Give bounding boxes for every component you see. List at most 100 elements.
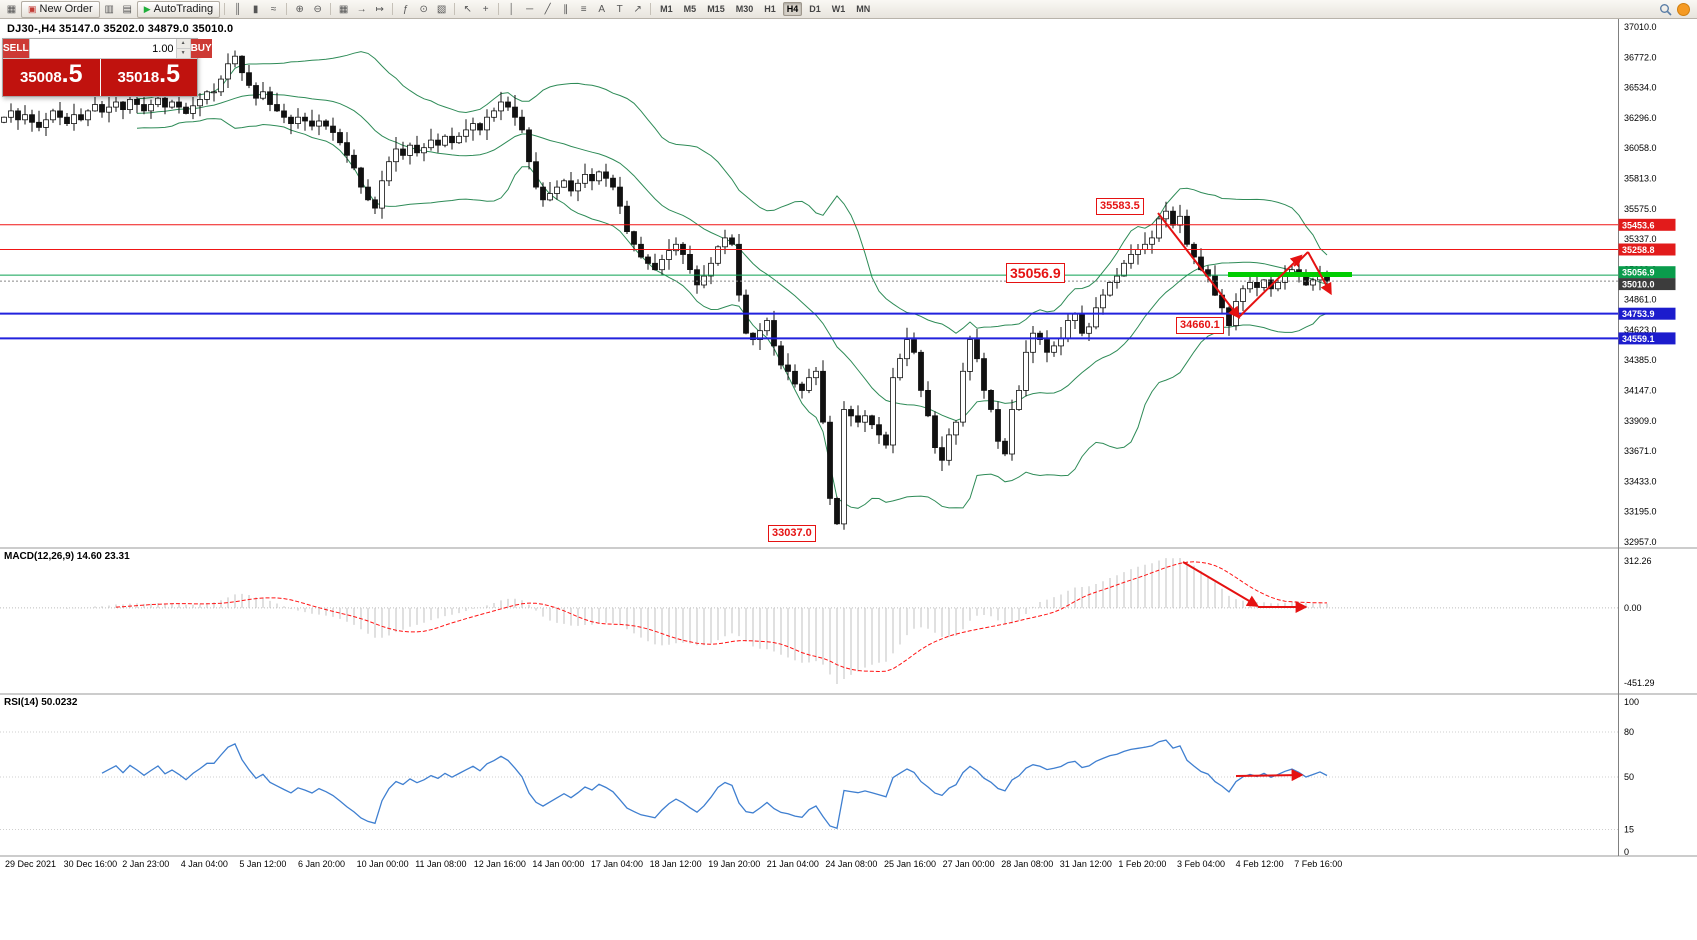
svg-text:6 Jan 20:00: 6 Jan 20:00 [298,859,345,869]
indicators-icon[interactable]: ƒ [402,3,409,15]
buy-price-button[interactable]: 35018.5 [100,59,197,96]
zoom-in-icon[interactable]: ⊕ [295,3,304,15]
timeframe-w1[interactable]: W1 [831,4,846,14]
search-icon[interactable] [1659,3,1672,16]
price-annotation[interactable]: 34660.1 [1176,317,1224,334]
svg-text:35258.8: 35258.8 [1622,245,1655,255]
sell-button[interactable]: SELL [3,39,29,58]
new-order-button[interactable]: ▣ New Order [21,0,100,18]
volume-box: ▲ ▼ [28,39,191,58]
trend-arrows[interactable] [1157,212,1332,782]
fibonacci-icon[interactable]: ≡ [580,3,587,15]
timeframe-m1[interactable]: M1 [660,4,673,14]
sell-price-button[interactable]: 35008.5 [3,59,100,96]
vertical-line-icon[interactable]: │ [508,3,515,15]
profiles-icon[interactable]: ▤ [122,3,132,15]
timeframe-m5[interactable]: M5 [683,4,697,14]
svg-text:35575.0: 35575.0 [1624,204,1657,214]
cursor-icon[interactable]: ↖ [463,3,472,15]
svg-text:0: 0 [1624,847,1629,857]
svg-text:21 Jan 04:00: 21 Jan 04:00 [767,859,819,869]
macd-histogram [59,558,1328,684]
chart-window-icon[interactable]: ▥ [104,3,114,15]
svg-text:30 Dec 16:00: 30 Dec 16:00 [64,859,118,869]
svg-text:34861.0: 34861.0 [1624,295,1657,305]
timeframe-d1[interactable]: D1 [809,4,821,14]
svg-text:33195.0: 33195.0 [1624,507,1657,517]
tile-windows-icon[interactable]: ▦ [338,3,349,15]
price-annotation[interactable]: 35583.5 [1096,198,1144,215]
toolbar-items: ▦ ▣ New Order ▥ ▤ ▶ AutoTrading ║ ▮ ≈ ⊕ ⊖ ▦ → ↦ ƒ ⊙ ▧ ↖ + │ ─… [3,0,875,18]
horizontal-level-lines[interactable] [0,224,1618,340]
timeframe-h4[interactable]: H4 [782,2,803,16]
text-icon[interactable]: A [598,3,605,15]
svg-text:27 Jan 00:00: 27 Jan 00:00 [943,859,995,869]
autotrading-button[interactable]: ▶ AutoTrading [136,0,221,18]
one-click-trading-panel: SELL ▲ ▼ BUY 35008.5 35018.5 [2,38,212,97]
svg-text:50: 50 [1624,772,1634,782]
channel-icon[interactable]: ∥ [563,3,569,15]
periods-icon[interactable]: ⊙ [419,3,428,15]
svg-text:33671.0: 33671.0 [1624,446,1657,456]
timeframe-h1[interactable]: H1 [764,4,776,14]
volume-down-icon[interactable]: ▼ [176,49,190,58]
line-chart-icon[interactable]: ≈ [270,3,277,15]
svg-text:36058.0: 36058.0 [1624,143,1657,153]
svg-text:35337.0: 35337.0 [1624,234,1657,244]
candlesticks[interactable] [1,50,1330,530]
arrows-icon[interactable]: ↗ [633,3,642,15]
macd-signal-line [115,561,1328,673]
crosshair-icon[interactable]: + [482,3,489,15]
macd-label: MACD(12,26,9) 14.60 23.31 [4,551,130,562]
account-icon[interactable] [1677,2,1690,16]
toolbar-separator [330,3,332,15]
sell-price-big: .5 [61,60,83,88]
buy-button[interactable]: BUY [190,39,212,58]
price-axis[interactable]: 37010.0 36772.0 36534.0 36296.0 36058.0 35813… [1618,22,1676,547]
toolbar-right [1659,2,1694,16]
zoom-out-icon[interactable]: ⊖ [313,3,322,15]
svg-text:34559.1: 34559.1 [1622,334,1655,344]
trade-panel-prices: 35008.5 35018.5 [3,59,197,96]
volume-stepper[interactable]: ▲ ▼ [175,39,190,58]
svg-text:18 Jan 12:00: 18 Jan 12:00 [650,859,702,869]
svg-text:5 Jan 12:00: 5 Jan 12:00 [239,859,286,869]
toolbar-separator [224,3,226,15]
time-axis[interactable]: 29 Dec 2021 30 Dec 16:00 2 Jan 23:00 4 Jan … [5,859,1342,869]
timeframe-m30[interactable]: M30 [735,4,754,14]
label-icon[interactable]: T [616,3,623,15]
svg-text:35813.0: 35813.0 [1624,174,1657,184]
volume-up-icon[interactable]: ▲ [176,39,190,49]
svg-text:-451.29: -451.29 [1624,678,1655,688]
templates-icon[interactable]: ▧ [436,3,447,15]
svg-text:33909.0: 33909.0 [1624,416,1657,426]
candlestick-chart-icon[interactable]: ▮ [252,3,259,15]
svg-text:11 Jan 08:00: 11 Jan 08:00 [415,859,466,869]
svg-text:28 Jan 08:00: 28 Jan 08:00 [1001,859,1053,869]
svg-text:34753.9: 34753.9 [1622,309,1655,319]
auto-scroll-icon[interactable]: → [356,3,367,15]
price-annotation[interactable]: 35056.9 [1006,263,1065,283]
svg-text:31 Jan 12:00: 31 Jan 12:00 [1060,859,1112,869]
volume-input[interactable] [29,39,176,58]
toolbar-separator [498,3,500,15]
svg-text:80: 80 [1624,727,1634,737]
chart-shift-icon[interactable]: ↦ [375,3,384,15]
svg-text:14 Jan 00:00: 14 Jan 00:00 [532,859,584,869]
new-chart-icon[interactable]: ▦ [6,3,17,15]
horizontal-line-icon[interactable]: ─ [526,3,534,15]
chart-title: DJ30-,H4 35147.0 35202.0 34879.0 35010.0 [7,23,234,35]
svg-text:37010.0: 37010.0 [1624,22,1657,32]
rsi-line [101,739,1328,830]
svg-text:34385.0: 34385.0 [1624,355,1657,365]
svg-text:35010.0: 35010.0 [1622,280,1655,290]
price-annotation[interactable]: 33037.0 [768,525,816,542]
trendline-icon[interactable]: ╱ [544,3,551,15]
svg-text:0.00: 0.00 [1624,603,1642,613]
svg-text:36534.0: 36534.0 [1624,83,1657,93]
timeframe-mn[interactable]: MN [856,4,871,14]
bar-chart-icon[interactable]: ║ [234,3,242,15]
timeframe-m15[interactable]: M15 [707,4,725,14]
bollinger-bands [136,51,1328,509]
